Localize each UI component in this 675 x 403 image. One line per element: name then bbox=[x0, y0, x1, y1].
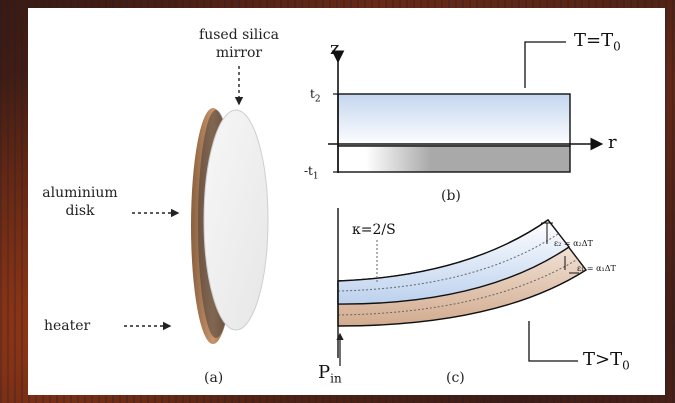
panel-a-label: (a) bbox=[204, 370, 224, 386]
fused-silica-line2: mirror bbox=[215, 45, 263, 61]
neg-t1-label: -t1 bbox=[304, 165, 319, 181]
t2-label: t2 bbox=[310, 88, 321, 104]
T-greater-leader bbox=[528, 321, 578, 362]
panel-c-label: (c) bbox=[446, 370, 465, 386]
neg-t1-main: -t bbox=[304, 164, 313, 178]
eps1-label: ε₁ = α₁ΔT bbox=[577, 264, 616, 273]
T-greater-main: T>T bbox=[583, 349, 623, 370]
power-in-sub: in bbox=[330, 371, 342, 386]
T-equal-main: T=T bbox=[574, 30, 614, 51]
t2-main: t bbox=[310, 87, 315, 101]
fused-silica-mirror bbox=[203, 109, 269, 331]
T-greater-label: T>T0 bbox=[583, 351, 630, 372]
T-greater-sub: 0 bbox=[622, 358, 630, 373]
panel-b-label: (b) bbox=[441, 188, 461, 204]
power-in-main: P bbox=[318, 362, 331, 383]
neg-t1-sub: 1 bbox=[312, 171, 319, 182]
fused-silica-line1: fused silica bbox=[199, 27, 279, 43]
silica-layer bbox=[337, 93, 571, 147]
T-equal-sub: 0 bbox=[613, 39, 621, 54]
eps2-label: ε₂ = α₂ΔT bbox=[554, 239, 593, 248]
z-axis-label: z bbox=[330, 38, 340, 59]
aluminium-line1: aluminium bbox=[42, 185, 118, 201]
aluminium-label: aluminium disk bbox=[34, 186, 126, 218]
T0-leader bbox=[524, 41, 566, 88]
flat-bimorph bbox=[328, 50, 604, 173]
aluminium-layer bbox=[337, 145, 571, 173]
r-axis-label: r bbox=[608, 132, 617, 153]
aluminium-line2: disk bbox=[65, 203, 95, 219]
heater-label: heater bbox=[44, 318, 91, 334]
kappa-label: κ=2/S bbox=[352, 222, 396, 238]
T-equal-label: T=T0 bbox=[574, 32, 621, 53]
t2-sub: 2 bbox=[314, 94, 321, 105]
bent-silica-layer bbox=[337, 219, 571, 305]
figure-panel: fused silica mirror aluminium disk heate… bbox=[28, 8, 665, 395]
power-in-label: Pin bbox=[318, 364, 342, 385]
figure-svg bbox=[124, 41, 604, 366]
fused-silica-label: fused silica mirror bbox=[180, 28, 298, 60]
bent-bimorph bbox=[336, 208, 588, 366]
mirror-assembly bbox=[191, 108, 269, 344]
